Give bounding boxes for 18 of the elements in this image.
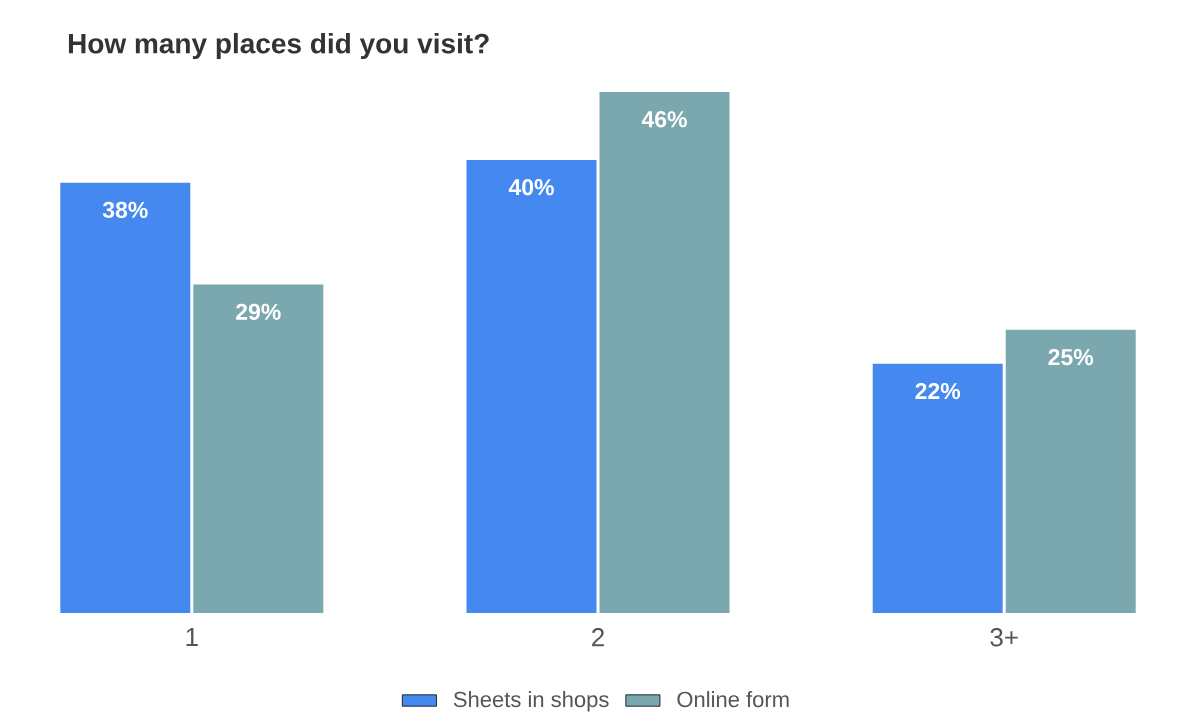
data-label: 29% <box>236 303 281 320</box>
legend-label: Online form <box>677 691 789 708</box>
bar <box>60 182 191 613</box>
data-label: 46% <box>641 111 687 128</box>
bar <box>872 363 1003 613</box>
x-tick-label: 1 <box>186 628 198 646</box>
x-tick-label: 2 <box>592 628 604 647</box>
data-label: 40% <box>508 179 554 196</box>
x-tick-label: 3+ <box>990 628 1018 647</box>
data-label: 25% <box>1048 348 1094 366</box>
bar <box>599 92 730 613</box>
bar <box>193 284 324 613</box>
legend-label: Sheets in shops <box>453 691 609 712</box>
data-label: 38% <box>102 201 148 219</box>
bar <box>466 159 597 613</box>
chart-title: How many places did you visit? <box>68 32 489 60</box>
bar <box>1005 329 1136 613</box>
data-label: 22% <box>915 382 961 400</box>
